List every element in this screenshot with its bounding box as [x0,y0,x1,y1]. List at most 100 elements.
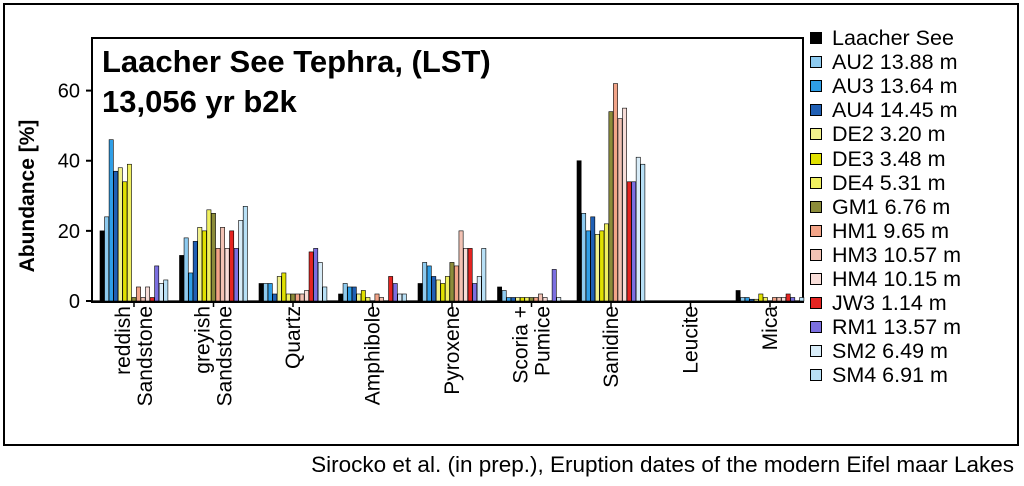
legend-label: HM3 10.57 m [832,242,962,267]
bar [233,248,239,302]
bar [206,209,212,302]
bar [272,293,278,302]
bar [435,279,441,302]
bar [476,276,482,302]
bar [449,262,455,302]
bar [113,170,119,302]
legend-swatch [810,128,822,141]
bar [122,181,128,302]
bar [220,227,225,302]
legend-item: HM4 10.15 m [810,267,961,291]
bar [197,227,203,302]
bar [179,255,184,302]
bar [215,248,221,302]
bar [551,269,557,302]
legend-swatch [810,369,822,382]
bar [158,283,164,302]
bar [299,293,305,302]
bar [276,276,282,302]
bar [515,297,521,302]
legend-item: AU4 14.45 m [810,98,957,122]
bar [444,276,450,302]
bar [422,262,428,302]
bar [590,216,596,302]
bar [608,111,614,302]
bar [762,297,768,302]
x-category-label: Quartz [282,306,305,369]
bar [342,283,348,302]
bar [360,290,366,302]
bar [790,297,796,302]
y-tick-label: 40 [58,151,80,173]
bar [594,234,600,302]
bar [481,248,487,302]
bar [735,290,741,302]
bar [501,290,507,302]
source-caption: Sirocko et al. (in prep.), Eruption date… [311,452,1014,477]
legend-label: GM1 6.76 m [832,194,951,219]
bar [392,283,398,302]
legend-swatch [810,56,822,69]
legend-item: DE2 3.20 m [810,122,946,146]
legend-label: AU4 14.45 m [832,98,958,123]
x-category-label: Sandstone [214,306,237,406]
bar [267,283,273,302]
legend-swatch [810,224,822,237]
bar [463,248,468,302]
bar [785,293,791,302]
bar [524,297,530,302]
bars-layer [99,83,805,302]
legend-label: JW3 1.14 m [832,291,947,316]
bar [631,181,637,302]
legend-label: SM4 6.91 m [832,363,948,388]
bar [740,297,746,302]
bar [426,265,432,302]
legend-item: AU2 13.88 m [810,50,957,74]
bar [533,297,539,302]
x-category-label: Mica [759,306,782,351]
bar [519,297,525,302]
bar [772,297,777,302]
bar [229,230,235,302]
legend-label: AU2 13.88 m [832,50,958,75]
bar [556,297,562,302]
x-category-label: Leucite [680,306,703,374]
bar [576,160,582,302]
legend-item: RM1 13.57 m [810,315,961,339]
bar [238,220,244,302]
bar [140,297,146,302]
bar [224,248,230,302]
bar [506,297,512,302]
bar [108,139,114,302]
bar [510,297,516,302]
legend-label: RM1 13.57 m [832,315,962,340]
legend-item: HM1 9.65 m [810,219,949,243]
bar [617,118,623,302]
y-tick-label: 0 [69,291,80,313]
bar [758,293,764,302]
bar [145,286,150,302]
bar [454,265,459,302]
bar [308,251,314,302]
bar [351,286,357,302]
bar [242,206,248,302]
bar [136,286,141,302]
legend-swatch [810,104,822,117]
bar [635,156,641,302]
legend-swatch [810,200,822,213]
legend-label: AU3 13.64 m [832,74,958,99]
bar [131,297,137,302]
x-category-label: Pyroxene [441,306,464,395]
plot-area-frame [91,37,804,303]
legend-item: DE4 5.31 m [810,171,946,195]
bar [497,286,502,302]
bar [374,293,380,302]
legend-label: SM2 6.49 m [832,339,948,364]
bar [397,293,403,302]
bar [104,216,110,302]
legend-swatch [810,80,822,93]
legend-label: HM4 10.15 m [832,267,962,291]
bar [304,290,309,302]
bar [263,283,269,302]
bar [290,293,296,302]
